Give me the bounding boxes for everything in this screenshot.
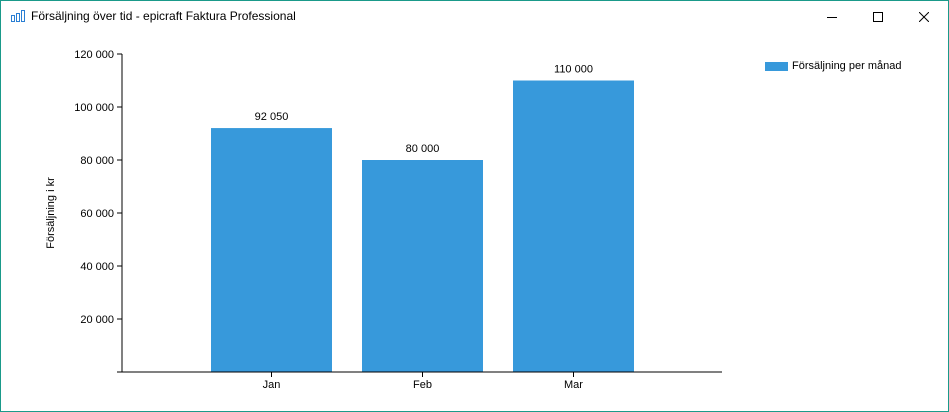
value-labels: 92 050 80 000 110 000 xyxy=(255,64,593,156)
bar-chart: Försäljning i kr 20 000 40 000 60 000 80 00… xyxy=(45,49,722,391)
x-category-label-jan: Jan xyxy=(263,379,281,391)
value-label-feb: 80 000 xyxy=(406,143,440,155)
maximize-icon xyxy=(873,11,883,22)
close-icon xyxy=(919,11,929,22)
bar-feb xyxy=(362,160,483,372)
title-bar[interactable]: Försäljning över tid - epicraft Faktura … xyxy=(1,1,948,32)
value-label-jan: 92 050 xyxy=(255,111,289,123)
window-title: Försäljning över tid - epicraft Faktura … xyxy=(31,9,296,23)
y-tick-label: 120 000 xyxy=(74,49,114,61)
y-tick-label: 80 000 xyxy=(80,155,114,167)
minimize-icon xyxy=(827,16,837,18)
x-category-label-feb: Feb xyxy=(413,379,432,391)
close-button[interactable] xyxy=(901,1,947,32)
bars xyxy=(211,80,634,372)
x-category-label-mar: Mar xyxy=(564,379,583,391)
value-label-mar: 110 000 xyxy=(554,64,593,76)
y-tick-label: 60 000 xyxy=(80,208,114,220)
minimize-button[interactable] xyxy=(809,1,855,32)
maximize-button[interactable] xyxy=(855,1,901,32)
bar-jan xyxy=(211,128,332,372)
legend-label: Försäljning per månad xyxy=(792,60,902,72)
legend-swatch xyxy=(765,61,788,71)
y-axis-label: Försäljning i kr xyxy=(45,177,57,249)
y-tick-label: 20 000 xyxy=(80,314,114,326)
y-axis-ticks: 20 000 40 000 60 000 80 000 100 000 120 000 xyxy=(74,49,122,326)
legend: Försäljning per månad xyxy=(765,60,901,72)
y-tick-label: 100 000 xyxy=(74,102,114,114)
bar-chart-icon xyxy=(11,10,25,22)
x-axis-categories: Jan Feb Mar xyxy=(263,372,583,391)
bar-mar xyxy=(513,80,634,372)
y-tick-label: 40 000 xyxy=(80,261,114,273)
